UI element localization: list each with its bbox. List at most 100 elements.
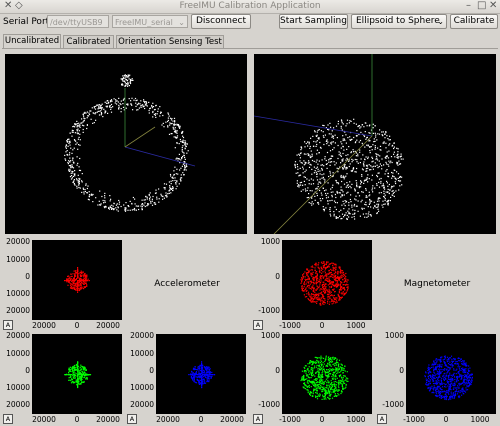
autoscale-button[interactable]: A — [127, 414, 137, 424]
data-point — [431, 392, 433, 394]
data-point — [64, 154, 66, 156]
data-point — [318, 138, 320, 140]
fit-method-select[interactable]: Ellipsoid to Sphere ⌄ — [351, 14, 447, 29]
close-icon[interactable]: ✕ — [489, 0, 498, 11]
data-point — [82, 131, 84, 133]
data-point — [350, 187, 352, 189]
data-point — [161, 124, 163, 126]
device-select[interactable]: FreeIMU_serial ⌄ — [112, 15, 188, 28]
data-point — [335, 301, 337, 303]
data-point — [172, 187, 174, 189]
data-point — [329, 391, 331, 393]
magnetometer-3d-view[interactable] — [254, 54, 496, 234]
data-point — [307, 153, 309, 155]
data-point — [72, 149, 74, 151]
data-point — [329, 150, 332, 152]
data-point — [326, 278, 328, 280]
acc-xz-plot[interactable]: 20000 10000 0 10000 20000 20000 0 20000 … — [2, 331, 126, 424]
data-point — [78, 184, 80, 186]
data-point — [347, 287, 349, 289]
tab-calibrated[interactable]: Calibrated — [63, 35, 114, 48]
data-point — [183, 142, 185, 144]
data-point — [385, 155, 387, 158]
data-point — [176, 142, 178, 144]
minimize-icon[interactable]: – — [466, 0, 471, 11]
data-point — [141, 104, 143, 106]
data-point — [392, 190, 394, 192]
data-point — [370, 214, 372, 216]
data-point — [116, 203, 118, 205]
data-point — [326, 372, 328, 374]
autoscale-button[interactable]: A — [253, 320, 263, 330]
data-point — [344, 205, 346, 207]
tab-orientation-sensing-test[interactable]: Orientation Sensing Test — [116, 35, 224, 48]
data-point — [345, 175, 347, 177]
autoscale-button[interactable]: A — [3, 320, 13, 330]
data-point — [201, 382, 203, 384]
data-point — [449, 357, 451, 359]
data-point — [70, 166, 72, 168]
acc-yz-plot[interactable]: 20000 10000 0 10000 20000 20000 0 20000 … — [126, 331, 250, 424]
data-point — [83, 283, 85, 285]
mag-yz-plot[interactable]: 1000 0 -1000 -1000 0 1000 A — [376, 331, 498, 424]
data-point — [316, 131, 318, 133]
data-point — [352, 170, 354, 172]
calibrate-button[interactable]: Calibrate — [450, 14, 498, 29]
data-point — [387, 200, 389, 202]
data-point — [465, 375, 468, 377]
data-point — [122, 103, 124, 105]
data-point — [341, 364, 343, 367]
data-point — [342, 200, 344, 202]
data-point — [312, 290, 314, 292]
data-point — [156, 198, 158, 200]
data-point — [312, 383, 314, 385]
acc-xy-plot[interactable]: 20000 10000 0 10000 20000 20000 0 20000 … — [2, 237, 126, 330]
mag-xy-plot[interactable]: 1000 0 -1000 -1000 0 1000 A — [252, 237, 376, 330]
data-point — [327, 265, 329, 267]
data-point — [112, 205, 114, 207]
start-sampling-button[interactable]: Start Sampling — [279, 14, 348, 29]
serial-port-input[interactable]: /dev/ttyUSB9 — [47, 15, 109, 28]
data-point — [338, 266, 340, 268]
data-point — [328, 370, 330, 373]
data-point — [310, 394, 312, 396]
data-point — [462, 368, 465, 371]
data-point — [444, 358, 446, 360]
data-point — [175, 173, 177, 175]
autoscale-button[interactable]: A — [253, 414, 263, 424]
data-point — [74, 284, 76, 286]
data-point — [67, 280, 70, 282]
data-point — [333, 147, 335, 149]
autoscale-button[interactable]: A — [3, 414, 13, 424]
data-point — [83, 115, 85, 117]
data-point — [322, 124, 324, 126]
data-point — [113, 98, 115, 100]
data-point — [329, 161, 332, 163]
data-point — [148, 194, 150, 196]
autoscale-button[interactable]: A — [377, 414, 387, 424]
data-point — [340, 380, 342, 382]
disconnect-button[interactable]: Disconnect — [191, 14, 251, 29]
data-point — [335, 267, 337, 269]
data-point — [315, 262, 317, 264]
data-point — [322, 286, 324, 288]
data-point — [72, 375, 74, 377]
mag-xz-plot[interactable]: 1000 0 -1000 -1000 0 1000 A — [252, 331, 376, 424]
data-point — [109, 105, 111, 107]
data-point — [192, 372, 194, 374]
tab-uncalibrated[interactable]: Uncalibrated — [3, 34, 61, 49]
menu-icon[interactable]: ◇ — [15, 0, 23, 11]
data-point — [332, 149, 334, 151]
data-point — [340, 369, 343, 371]
data-point — [383, 203, 385, 205]
data-point — [396, 171, 398, 173]
data-point — [439, 372, 441, 374]
accelerometer-3d-view[interactable] — [5, 54, 247, 234]
data-point — [76, 156, 78, 158]
data-point — [463, 379, 465, 382]
data-point — [334, 284, 336, 286]
data-point — [195, 372, 197, 374]
maximize-icon[interactable]: □ — [477, 0, 487, 11]
data-point — [437, 386, 439, 388]
data-point — [186, 165, 188, 167]
